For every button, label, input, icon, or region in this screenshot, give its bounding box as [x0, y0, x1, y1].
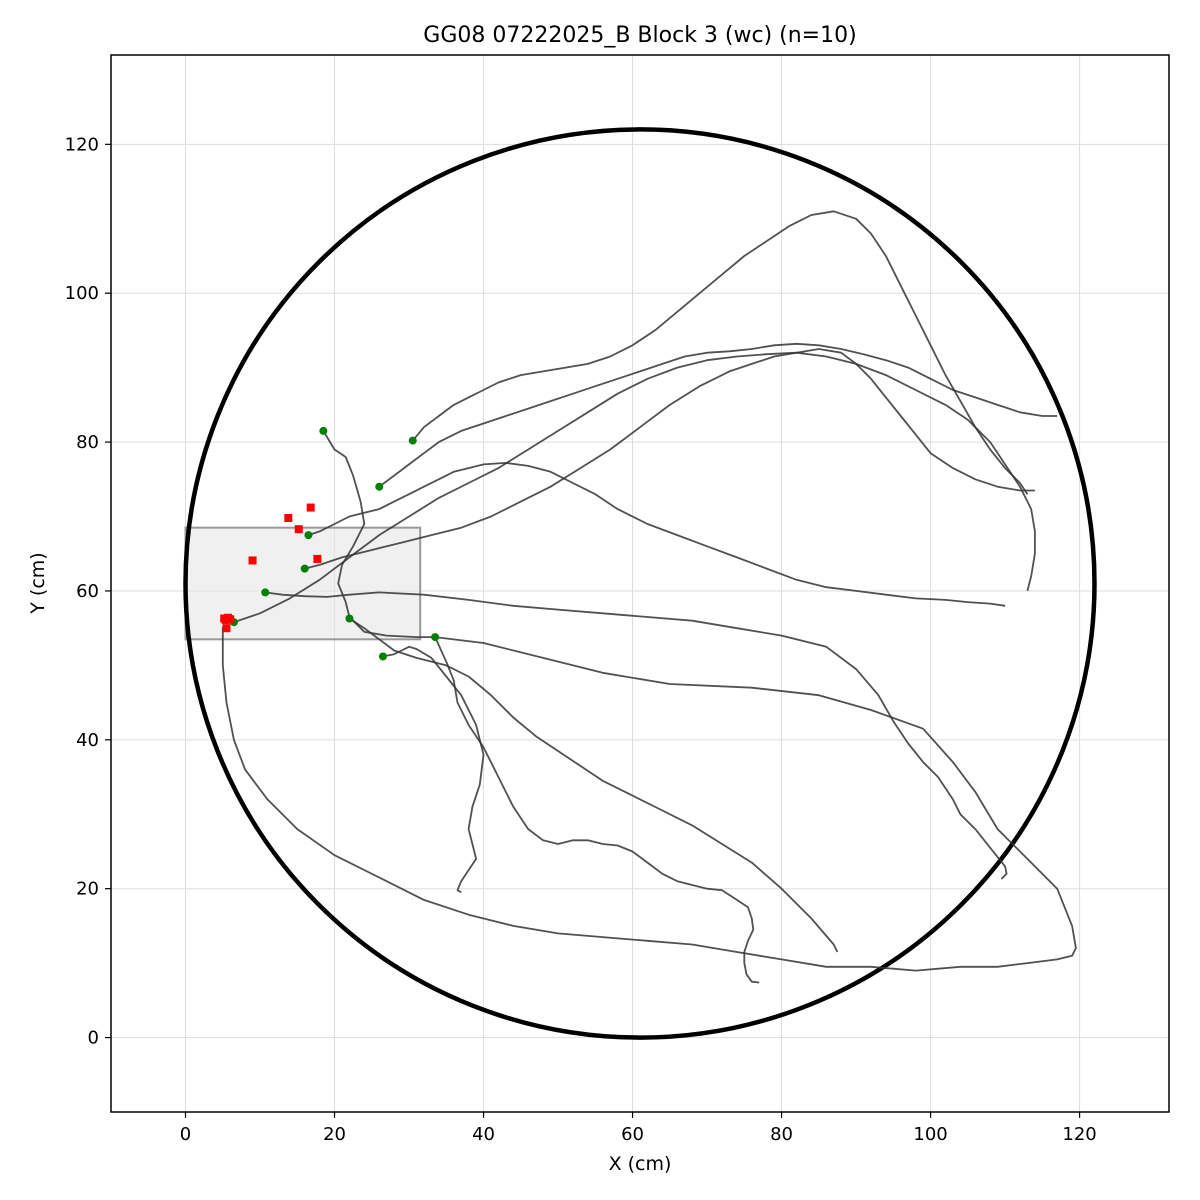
marker-layer: [220, 426, 440, 661]
plot-frame: [110, 54, 1170, 1113]
y-tick-label: 80: [76, 432, 99, 453]
end-point: [284, 513, 293, 522]
start-point: [431, 633, 440, 642]
start-point: [300, 564, 309, 573]
start-point: [408, 436, 417, 445]
trajectory-5: [265, 591, 1008, 880]
x-axis-label: X (cm): [609, 1153, 672, 1175]
x-tick-label: 120: [1062, 1124, 1096, 1145]
end-point: [221, 615, 230, 624]
start-point: [319, 426, 328, 435]
end-point: [222, 624, 231, 633]
arena-layer: [183, 127, 1097, 1040]
y-tick-label: 100: [65, 283, 99, 304]
end-point: [294, 525, 303, 534]
start-point: [375, 482, 384, 491]
y-tick-label: 40: [76, 730, 99, 751]
trajectory-3: [434, 636, 760, 984]
x-tick-label: 100: [913, 1124, 947, 1145]
x-tick-label: 60: [621, 1124, 644, 1145]
start-point: [304, 531, 313, 540]
end-point: [226, 615, 235, 624]
trajectory-6: [308, 461, 1006, 607]
x-tick-label: 40: [472, 1124, 495, 1145]
chart-title: GG08 07222025_B Block 3 (wc) (n=10): [423, 23, 856, 48]
x-tick-label: 0: [180, 1124, 191, 1145]
trajectory-2: [382, 645, 485, 894]
start-point: [345, 614, 354, 623]
y-axis-label: Y (cm): [27, 552, 49, 614]
trajectory-4: [348, 617, 839, 953]
trajectory-8: [378, 342, 1058, 488]
x-tick-label: 80: [770, 1124, 793, 1145]
end-point: [306, 503, 315, 512]
y-tick-label: 120: [65, 134, 99, 155]
start-point: [261, 588, 270, 597]
y-tick-label: 0: [88, 1028, 99, 1049]
trajectory-10: [233, 351, 1036, 624]
axis-ticks: 0 20 40 60 80 100 120 0 20 40 60 80 100 120: [65, 134, 1097, 1145]
y-tick-label: 60: [76, 581, 99, 602]
end-point: [313, 554, 322, 563]
trajectory-layer: [221, 210, 1077, 984]
start-zone: [184, 526, 422, 641]
y-tick-label: 20: [76, 879, 99, 900]
start-zone-layer: [184, 526, 422, 641]
trajectory-9: [412, 210, 1029, 495]
trajectory-7: [304, 348, 1035, 570]
start-point: [378, 652, 387, 661]
x-tick-label: 20: [323, 1124, 346, 1145]
arena-circle: [183, 127, 1097, 1040]
end-point: [248, 556, 257, 565]
trajectory-1: [221, 430, 1077, 972]
